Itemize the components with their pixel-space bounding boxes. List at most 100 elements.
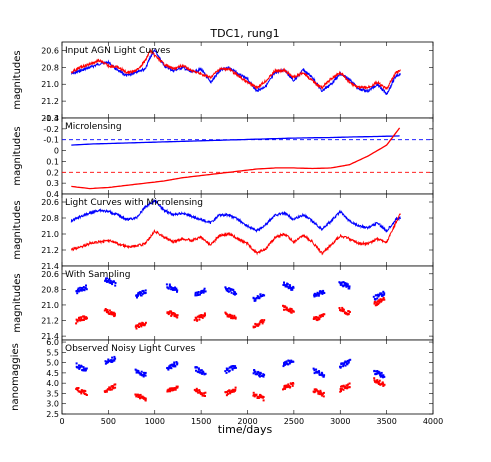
data-point xyxy=(373,370,376,373)
season-points xyxy=(312,388,325,398)
data-point xyxy=(201,393,204,396)
data-point xyxy=(195,317,198,320)
data-point xyxy=(378,379,381,382)
plot-area xyxy=(70,199,401,256)
y-tick-label: 21.2 xyxy=(41,97,59,106)
data-point xyxy=(375,381,378,384)
data-point xyxy=(138,372,141,375)
data-point xyxy=(195,294,198,297)
data-point xyxy=(165,283,168,286)
data-point xyxy=(231,390,234,393)
panels: 20.6 20.8 21.0 21.2 21.4 Input AGN Light Curv… xyxy=(10,41,434,419)
data-point xyxy=(78,316,81,319)
data-point xyxy=(322,291,325,294)
data-point xyxy=(175,385,178,388)
data-point xyxy=(173,288,176,291)
data-point xyxy=(380,371,383,374)
data-point xyxy=(85,394,88,396)
data-point xyxy=(254,393,257,396)
data-point xyxy=(380,299,383,302)
data-point xyxy=(285,386,288,389)
data-point xyxy=(255,297,258,299)
data-point xyxy=(259,293,262,296)
panel-5: 2.53.0 3.54.04.55.0 5.56.0 Observed Noisy L… xyxy=(10,338,434,419)
data-point xyxy=(342,308,345,311)
y-tick-label: 20.6 xyxy=(41,46,59,55)
data-point xyxy=(114,383,117,386)
data-point xyxy=(254,297,257,300)
x-tick-label: 3000 xyxy=(330,417,350,426)
season-points xyxy=(224,386,237,397)
data-point xyxy=(323,374,326,377)
data-point xyxy=(313,316,316,319)
data-point xyxy=(76,366,78,369)
data-point xyxy=(83,315,86,318)
data-point xyxy=(112,385,115,388)
data-point xyxy=(383,298,386,301)
data-point xyxy=(321,394,324,397)
data-point xyxy=(77,290,80,293)
data-point xyxy=(204,314,206,317)
data-point xyxy=(169,387,172,390)
data-point xyxy=(340,309,342,312)
data-point xyxy=(314,294,317,297)
data-point xyxy=(283,281,285,284)
data-point xyxy=(230,317,233,320)
data-point xyxy=(255,394,258,397)
data-point xyxy=(75,290,78,292)
data-point xyxy=(199,371,202,374)
data-point xyxy=(287,383,290,386)
data-point xyxy=(86,317,88,320)
data-point xyxy=(285,306,288,309)
data-point xyxy=(342,310,345,313)
data-point xyxy=(341,362,344,365)
data-point xyxy=(317,392,320,395)
data-point xyxy=(194,293,197,296)
y-tick-label: -0.1 xyxy=(43,136,59,145)
data-point xyxy=(77,366,80,369)
data-point xyxy=(319,373,322,376)
data-point xyxy=(80,365,83,368)
data-point xyxy=(135,395,138,398)
data-point xyxy=(194,291,197,294)
x-tick-label: 2000 xyxy=(237,417,257,426)
data-point xyxy=(382,382,385,385)
y-tick-label: 21.0 xyxy=(41,80,59,89)
data-point xyxy=(143,397,146,399)
data-point xyxy=(108,309,111,312)
data-point xyxy=(379,375,382,378)
data-point xyxy=(383,375,386,378)
data-point xyxy=(199,293,201,296)
figure-title: TDC1, rung1 xyxy=(209,27,279,40)
data-point xyxy=(318,391,321,394)
data-point xyxy=(204,391,207,394)
data-point xyxy=(342,281,345,284)
data-point xyxy=(234,366,237,369)
data-point xyxy=(172,389,175,392)
data-point xyxy=(197,291,200,293)
series-line-1 xyxy=(70,199,401,233)
data-point xyxy=(79,366,82,369)
data-point xyxy=(347,361,350,364)
season-points xyxy=(103,308,116,318)
data-point xyxy=(286,283,289,286)
data-point xyxy=(232,390,235,393)
data-point xyxy=(378,382,381,385)
data-point xyxy=(139,323,142,326)
y-axis-label: magnitudes xyxy=(12,126,23,185)
data-point xyxy=(166,311,169,314)
data-point xyxy=(176,362,179,365)
data-point xyxy=(112,359,115,362)
data-point xyxy=(110,388,113,391)
season-points xyxy=(252,391,265,402)
season-points xyxy=(75,387,88,396)
data-point xyxy=(346,285,349,288)
data-point xyxy=(111,356,114,359)
season-points xyxy=(372,290,386,301)
data-point xyxy=(342,384,345,387)
data-point xyxy=(169,390,171,393)
data-point xyxy=(288,359,291,362)
data-point xyxy=(344,284,347,287)
data-point xyxy=(233,367,236,370)
